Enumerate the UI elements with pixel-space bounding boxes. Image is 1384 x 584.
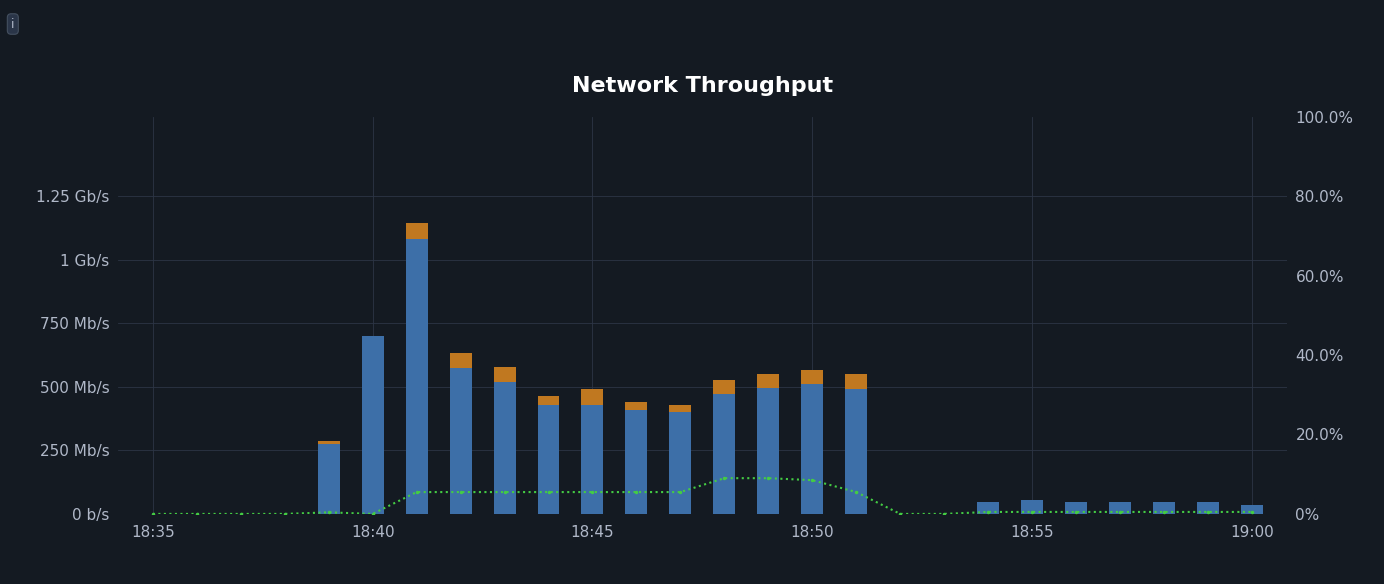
- Bar: [1241, 505, 1264, 514]
- Bar: [318, 444, 339, 514]
- Bar: [361, 336, 383, 514]
- Bar: [713, 381, 735, 394]
- Bar: [846, 390, 868, 514]
- Bar: [537, 396, 559, 405]
- Bar: [406, 223, 428, 239]
- Bar: [1109, 502, 1131, 514]
- Bar: [757, 374, 779, 388]
- Bar: [846, 374, 868, 390]
- Bar: [450, 368, 472, 514]
- Bar: [494, 367, 515, 382]
- Bar: [713, 394, 735, 514]
- Bar: [1066, 502, 1086, 514]
- Bar: [494, 382, 515, 514]
- Bar: [406, 239, 428, 514]
- Bar: [626, 410, 648, 514]
- Bar: [581, 390, 603, 405]
- Bar: [801, 384, 823, 514]
- Bar: [450, 353, 472, 368]
- Title: Network Throughput: Network Throughput: [572, 76, 833, 96]
- Bar: [670, 412, 692, 514]
- Bar: [318, 441, 339, 444]
- Bar: [977, 502, 999, 514]
- Bar: [581, 405, 603, 514]
- Bar: [757, 388, 779, 514]
- Bar: [1153, 502, 1175, 514]
- Bar: [670, 405, 692, 412]
- Bar: [537, 405, 559, 514]
- Bar: [626, 402, 648, 410]
- Text: i: i: [11, 18, 15, 30]
- Bar: [1021, 500, 1044, 514]
- Bar: [801, 370, 823, 384]
- Bar: [1197, 502, 1219, 514]
